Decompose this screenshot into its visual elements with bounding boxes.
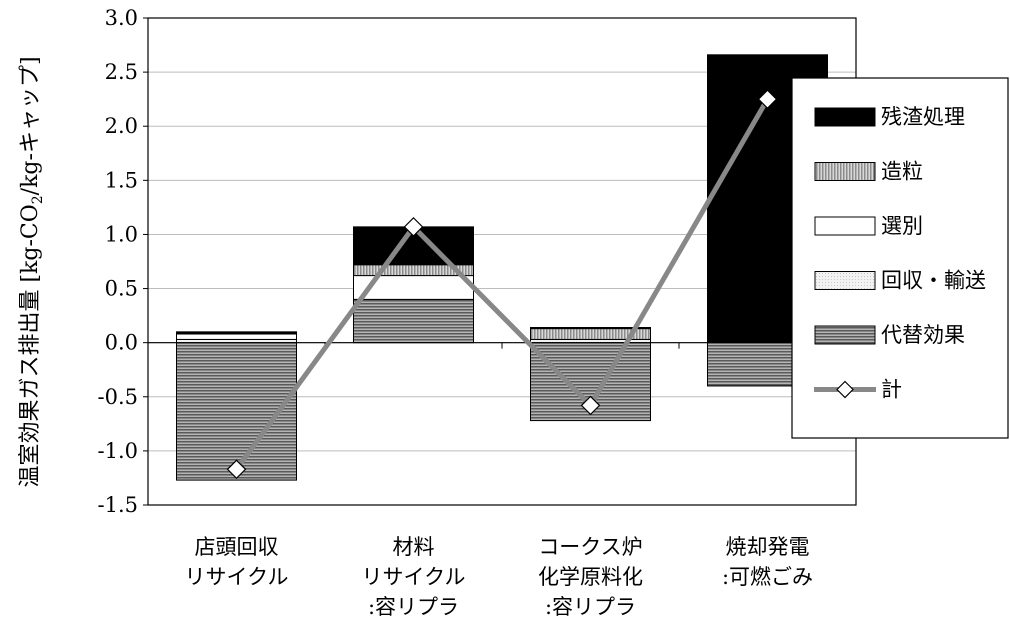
x-category-label: リサイクル — [362, 565, 466, 589]
total-marker — [403, 217, 424, 237]
x-category-label: リサイクル — [185, 565, 289, 589]
total-line — [234, 97, 770, 471]
total-marker — [226, 459, 247, 480]
legend-swatch — [814, 271, 876, 290]
legend-label: 残渣処理 — [881, 105, 965, 129]
y-tick-label: 0.5 — [105, 277, 138, 301]
bar-segment — [530, 327, 651, 330]
total-marker — [580, 395, 601, 416]
x-category-label: コークス炉 — [538, 535, 642, 559]
y-tick-label: -0.5 — [98, 385, 139, 409]
x-category-label: 材料 — [393, 535, 435, 559]
x-category-label: :容リプラ — [545, 595, 636, 619]
x-category-label: :可燃ごみ — [722, 565, 813, 589]
y-axis-title: 温室効果ガス排出量 [kg-CO2/kg-キャップ] — [18, 56, 47, 487]
x-category-label: 店頭回収 — [195, 535, 279, 559]
legend-swatch — [836, 380, 854, 399]
legend-label: 回収・輸送 — [881, 269, 986, 293]
legend-swatch — [814, 325, 876, 345]
plot-area: 3.0 2.5 2.0 1.5 1.0 0.5 0.0 -0.5 -1.0 -1.5 店頭回収リサイ… — [98, 6, 857, 619]
total-marker — [757, 89, 778, 110]
x-category-label: 化学原料化 — [538, 565, 643, 589]
legend-swatch — [814, 107, 876, 127]
y-tick-label: 2.5 — [105, 60, 138, 84]
legend-label: 代替効果 — [881, 323, 965, 347]
legend-label: 選別 — [881, 214, 923, 238]
y-tick-label: 1.0 — [105, 222, 138, 246]
bar-segment — [176, 333, 297, 340]
y-tick-label: -1.5 — [98, 493, 139, 517]
bar-segment — [353, 298, 474, 344]
y-tick-label: 2.0 — [105, 114, 138, 138]
legend-swatch — [814, 162, 876, 181]
y-tick-label: 1.5 — [105, 168, 138, 192]
legend-label: 造粒 — [881, 160, 923, 184]
legend-label: 計 — [881, 378, 902, 402]
y-tick-label: -1.0 — [98, 439, 139, 463]
legend-box — [791, 77, 1009, 439]
bar-segment — [176, 331, 297, 335]
y-tick-label: 0.0 — [105, 331, 138, 355]
y-tick-label: 3.0 — [105, 6, 138, 30]
legend-swatch — [814, 216, 876, 236]
x-category-label: 焼却発電 — [726, 535, 810, 559]
y-axis-label: 温室効果ガス排出量 [kg-CO2/kg-キャップ] — [18, 56, 47, 487]
x-category-label: :容リプラ — [368, 595, 459, 619]
